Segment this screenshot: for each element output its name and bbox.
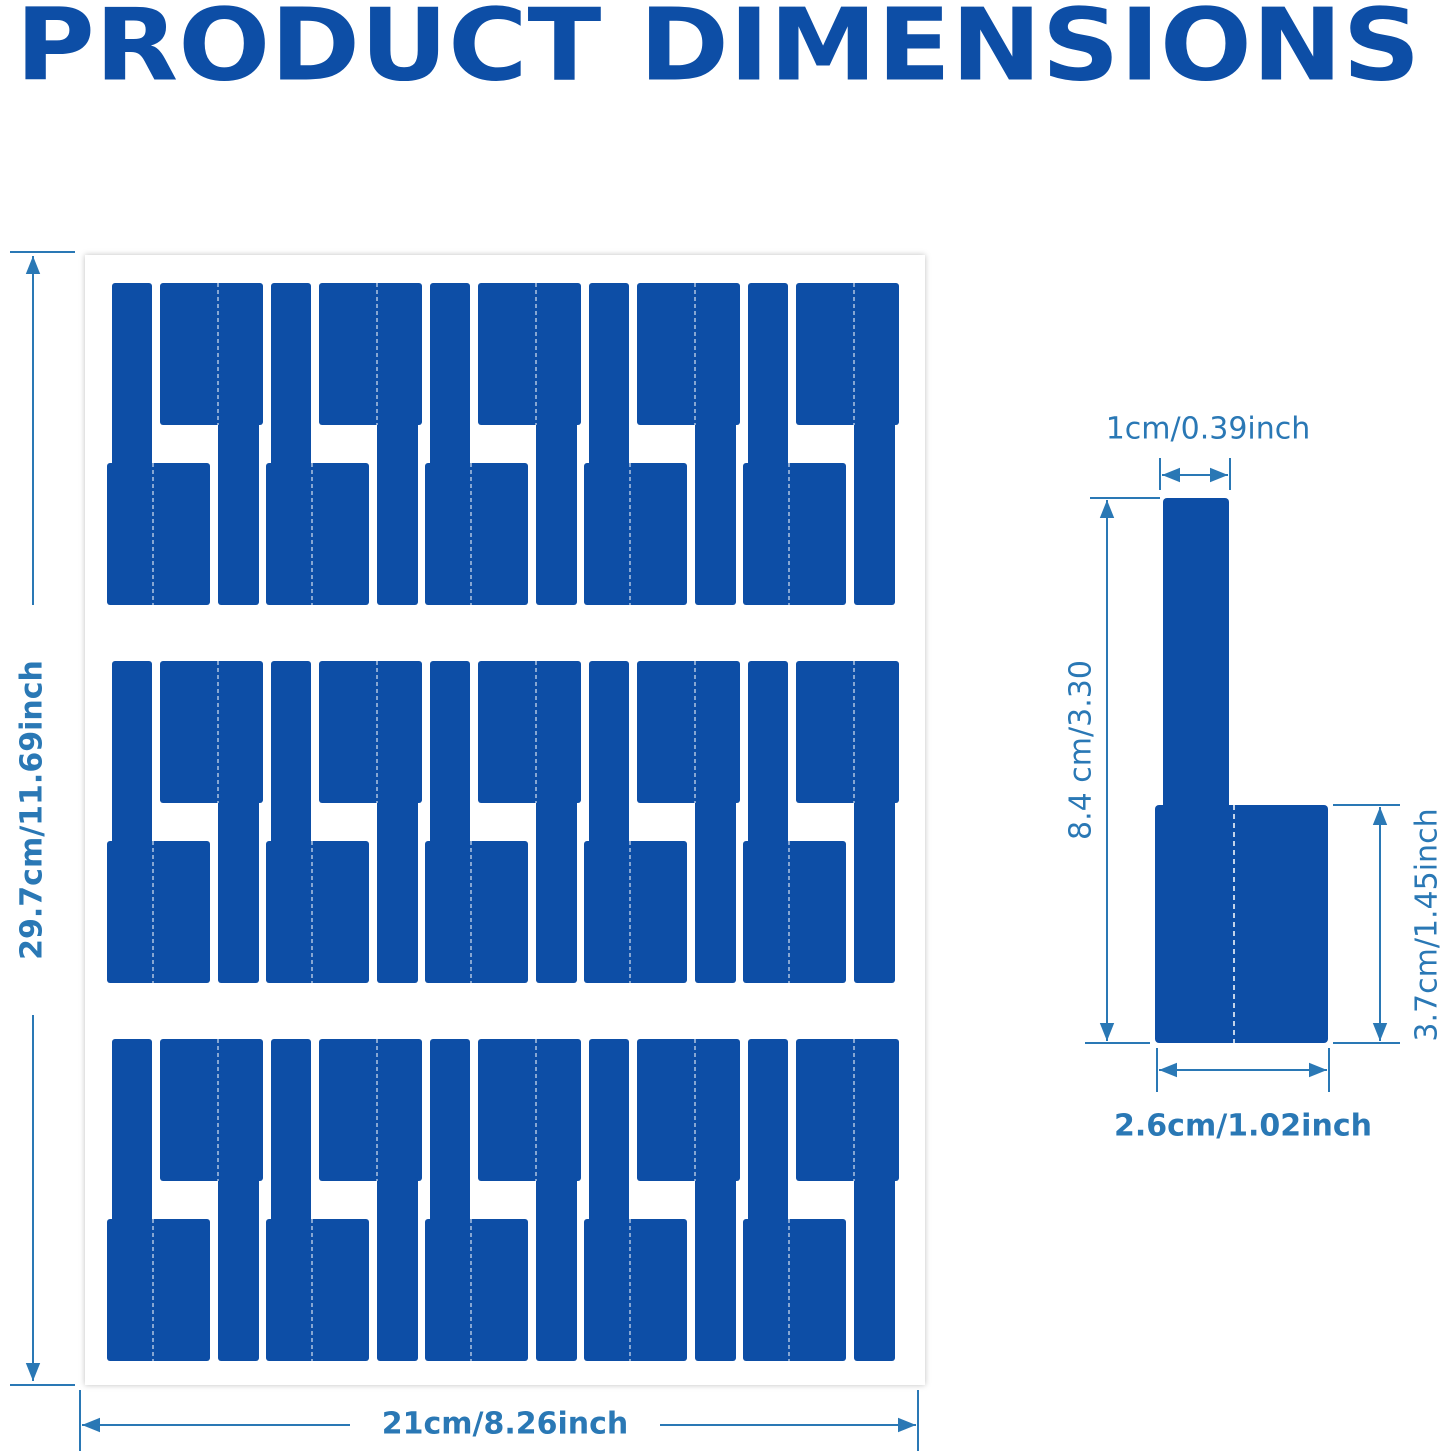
- label-flag: [266, 1219, 369, 1361]
- label-flag: [637, 661, 740, 803]
- label-flag: [637, 283, 740, 425]
- label-flag: [478, 1039, 581, 1181]
- sheet-height: 29.7cm/11.69inch: [15, 660, 50, 960]
- label-flag: [743, 841, 846, 983]
- label-tail: [271, 1039, 311, 1223]
- label-flag: [743, 1219, 846, 1361]
- label-tail: [589, 283, 629, 467]
- label-tail: [695, 1177, 736, 1361]
- label-tail: [218, 421, 259, 605]
- label-flag: [584, 841, 687, 983]
- label-flag: [107, 841, 210, 983]
- flag-height: 3.7cm/1.45inch: [1410, 808, 1445, 1041]
- label-tail: [430, 1039, 470, 1223]
- label-flag: [425, 463, 528, 605]
- label-tail: [589, 661, 629, 845]
- label-flag: [319, 1039, 422, 1181]
- label-tail: [589, 1039, 629, 1223]
- label-flag: [160, 1039, 263, 1181]
- label-flag: [266, 841, 369, 983]
- label-flag: [160, 661, 263, 803]
- label-flag: [743, 463, 846, 605]
- label-flag: [319, 283, 422, 425]
- label-flag: [796, 661, 899, 803]
- label-tail: [112, 1039, 152, 1223]
- title: PRODUCT DIMENSIONS: [16, 0, 1421, 103]
- label-tail: [377, 799, 418, 983]
- label-flag: [478, 283, 581, 425]
- label-tail: [430, 661, 470, 845]
- label-flag: [266, 463, 369, 605]
- label-tail: [112, 661, 152, 845]
- label-length: 8.4 cm/3.30: [1064, 660, 1099, 840]
- label-tail: [695, 799, 736, 983]
- label-flag: [107, 1219, 210, 1361]
- label-tail: [536, 1177, 577, 1361]
- label-tail: [748, 661, 788, 845]
- label-tail: [854, 421, 895, 605]
- label-tail: [854, 1177, 895, 1361]
- label-flag: [425, 841, 528, 983]
- label-tail: [695, 421, 736, 605]
- label-tail: [430, 283, 470, 467]
- label-flag: [796, 1039, 899, 1181]
- label-tail: [854, 799, 895, 983]
- label-flag: [160, 283, 263, 425]
- label-flag: [796, 283, 899, 425]
- label-width: 2.6cm/1.02inch: [1114, 1109, 1372, 1144]
- label-tail: [377, 421, 418, 605]
- label-tail: [536, 799, 577, 983]
- label-tail: [1163, 498, 1229, 810]
- label-flag: [584, 1219, 687, 1361]
- tail-width: 1cm/0.39inch: [1106, 412, 1311, 447]
- label-flag: [584, 463, 687, 605]
- label-tail: [271, 661, 311, 845]
- label-tail: [218, 799, 259, 983]
- label-tail: [748, 1039, 788, 1223]
- label-flag: [319, 661, 422, 803]
- label-tail: [748, 283, 788, 467]
- label-tail: [271, 283, 311, 467]
- label-flag: [637, 1039, 740, 1181]
- label-tail: [112, 283, 152, 467]
- label-tail: [218, 1177, 259, 1361]
- sheet-width: 21cm/8.26inch: [382, 1407, 629, 1442]
- label-flag: [1155, 805, 1328, 1043]
- label-tail: [536, 421, 577, 605]
- label-flag: [107, 463, 210, 605]
- label-flag: [478, 661, 581, 803]
- label-tail: [377, 1177, 418, 1361]
- label-flag: [425, 1219, 528, 1361]
